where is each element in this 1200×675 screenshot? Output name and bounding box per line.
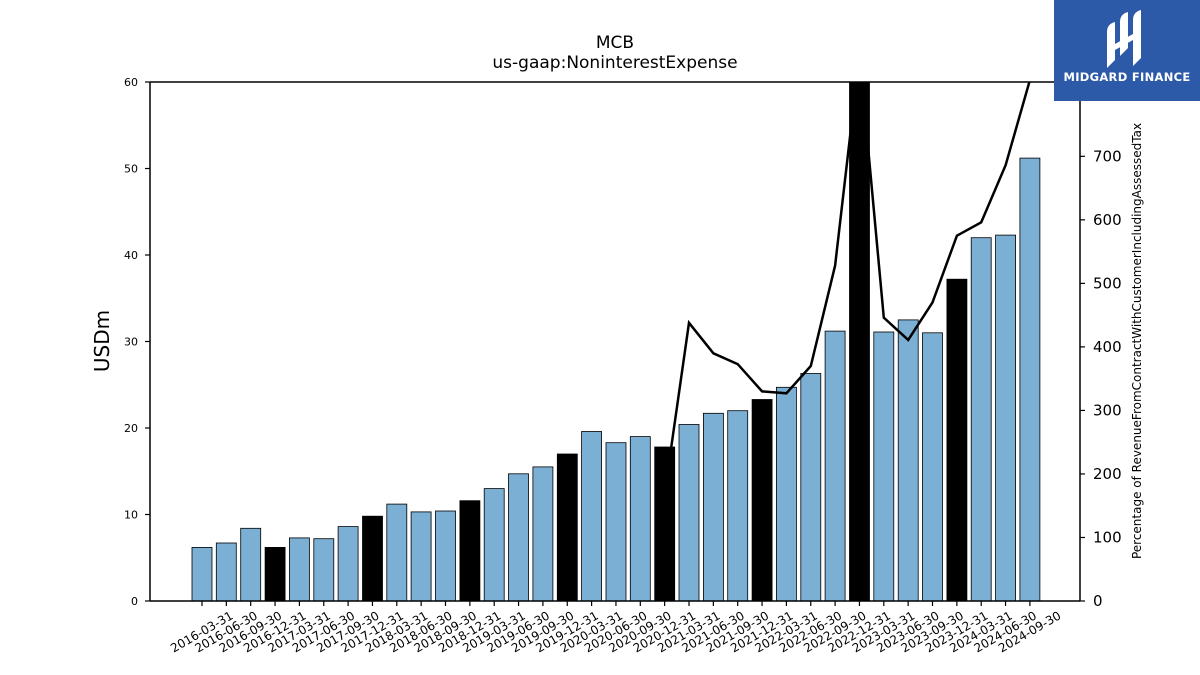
bar	[483, 488, 505, 602]
bar	[922, 332, 943, 602]
bar	[362, 515, 383, 602]
bar	[873, 331, 895, 602]
brand-mark-icon	[1107, 10, 1141, 68]
bar	[240, 527, 262, 602]
bar	[508, 473, 529, 602]
bar	[727, 410, 749, 602]
plot-area: 010203040506001002003004005006007002016-…	[124, 76, 1122, 655]
y2-tick-label: 300	[1093, 401, 1122, 419]
bar	[751, 399, 773, 602]
bar	[776, 386, 797, 602]
y-tick-label: 10	[124, 509, 138, 522]
bar	[678, 424, 700, 602]
y-tick-label: 40	[124, 249, 138, 262]
bar	[313, 538, 335, 602]
bar	[410, 511, 432, 602]
bar	[970, 237, 992, 602]
bar	[654, 446, 676, 602]
brand-logo: MIDGARD FINANCE	[1054, 0, 1200, 101]
y2-tick-label: 200	[1093, 465, 1122, 483]
bar	[386, 503, 408, 602]
y2-tick-label: 400	[1093, 338, 1122, 356]
bar	[532, 466, 554, 602]
bar	[605, 442, 627, 602]
y2-tick-label: 0	[1093, 592, 1103, 610]
y-tick-label: 0	[131, 595, 138, 608]
bar	[946, 278, 968, 602]
bar	[849, 81, 870, 602]
y-tick-label: 60	[124, 76, 138, 89]
chart-subtitle: us-gaap:NoninterestExpense	[492, 53, 737, 73]
bar	[824, 330, 846, 602]
y-tick-label: 20	[124, 422, 138, 435]
bar	[581, 431, 602, 602]
bar	[897, 319, 919, 602]
bar	[629, 436, 651, 602]
bar	[995, 234, 1016, 602]
bar	[191, 547, 213, 602]
bar	[1019, 157, 1041, 602]
y2-tick-label: 600	[1093, 211, 1122, 229]
bar	[337, 526, 359, 602]
bar	[215, 542, 237, 602]
y-tick-label: 30	[124, 336, 138, 349]
y2-tick-label: 100	[1093, 528, 1122, 546]
brand-name: MIDGARD FINANCE	[1063, 70, 1191, 84]
y2-tick-label: 700	[1093, 147, 1122, 165]
y2-axis-label: Percentage of RevenueFromContractWithCus…	[1130, 123, 1144, 559]
y-axis-label: USDm	[90, 310, 114, 372]
chart-title: MCB	[596, 33, 634, 53]
bar	[435, 510, 456, 602]
bar	[556, 453, 578, 602]
y-tick-label: 50	[124, 163, 138, 176]
bar	[703, 412, 724, 602]
bar	[264, 547, 286, 602]
bar	[288, 537, 310, 602]
bar	[459, 500, 481, 602]
series-line	[663, 82, 1031, 494]
y2-tick-label: 500	[1093, 274, 1122, 292]
bar	[800, 373, 822, 602]
